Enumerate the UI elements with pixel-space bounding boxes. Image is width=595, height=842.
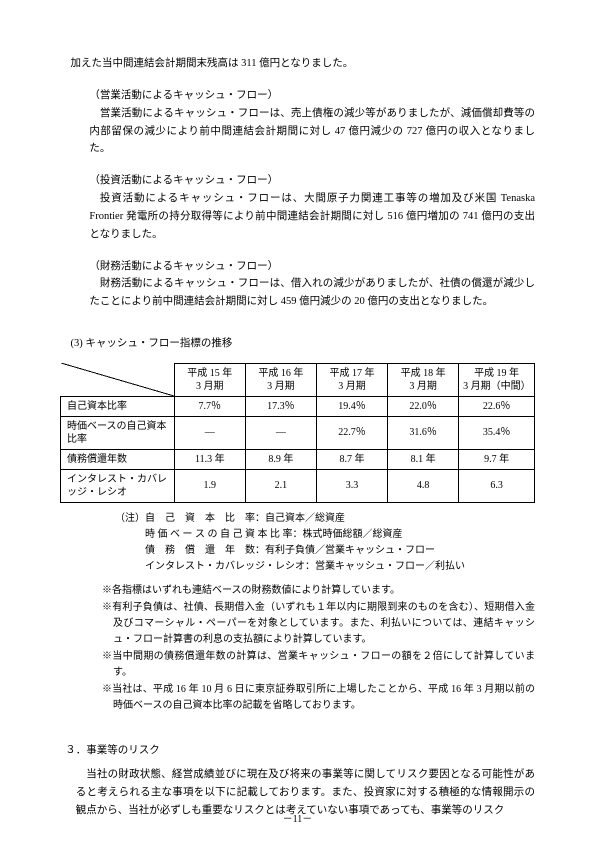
table-cell: ―	[174, 416, 245, 449]
cf-investing-body: 投資活動によるキャッシュ・フローは、大間原子力関連工事等の増加及び米国 Tena…	[89, 190, 535, 244]
table-header-row: 平成 15 年3 月期平成 16 年3 月期平成 17 年3 月期平成 18 年…	[61, 363, 535, 396]
note-value: ：営業キャッシュ・フロー／利払い	[305, 559, 465, 575]
cf-financing-body: 財務活動によるキャッシュ・フローは、借入れの減少がありましたが、社債の償還が減少…	[89, 275, 535, 311]
table-cell: 9.7 年	[459, 449, 535, 469]
table-cell: 6.3	[459, 469, 535, 502]
cf-financing-head: （財務活動によるキャッシュ・フロー）	[89, 258, 535, 276]
table-cell: 8.9 年	[245, 449, 316, 469]
cf-investing-block: （投資活動によるキャッシュ・フロー） 投資活動によるキャッシュ・フローは、大間原…	[60, 172, 535, 243]
table-cell: 7.7％	[174, 396, 245, 416]
table-cell: 3.3	[316, 469, 387, 502]
star-note: ※有利子負債は、社債、長期借入金（いずれも１年以内に期限到来のものを含む）、短期…	[102, 600, 535, 648]
cf-financing-block: （財務活動によるキャッシュ・フロー） 財務活動によるキャッシュ・フローは、借入れ…	[60, 258, 535, 312]
table-row-label: 時価ベースの自己資本比率	[61, 416, 175, 449]
star-note: ※各指標はいずれも連結ベースの財務数値により計算しています。	[102, 583, 535, 599]
note-value: ：株式時価総額／総資産	[293, 527, 403, 543]
note-label: インタレスト・カバレッジ・レシオ	[145, 559, 305, 575]
metrics-table: 平成 15 年3 月期平成 16 年3 月期平成 17 年3 月期平成 18 年…	[60, 363, 535, 503]
table-cell: 4.8	[388, 469, 459, 502]
table-cell: 2.1	[245, 469, 316, 502]
table-cell: 8.1 年	[388, 449, 459, 469]
note-value: ：自己資本／総資産	[255, 511, 345, 527]
table-section-title: (3) キャッシュ・フロー指標の推移	[60, 335, 535, 353]
table-cell: 19.4％	[316, 396, 387, 416]
table-cell: 8.7 年	[316, 449, 387, 469]
table-cell: 31.6％	[388, 416, 459, 449]
table-row-label: 債務償還年数	[61, 449, 175, 469]
table-col-header: 平成 16 年3 月期	[245, 363, 316, 396]
table-row: インタレスト・カバレッジ・レシオ1.92.13.34.86.3	[61, 469, 535, 502]
intro-paragraph: 加えた当中間連結会計期間末残高は 311 億円となりました。	[60, 55, 535, 73]
notes-header-line: （注） 自 己 資 本 比 率 ：自己資本／総資産	[115, 511, 535, 527]
table-row: 自己資本比率7.7％17.3％19.4％22.0％22.6％	[61, 396, 535, 416]
cf-investing-head: （投資活動によるキャッシュ・フロー）	[89, 172, 535, 190]
table-col-header: 平成 18 年3 月期	[388, 363, 459, 396]
table-cell: 17.3％	[245, 396, 316, 416]
star-note: ※当社は、平成 16 年 10 月 6 日に東京証券取引所に上場したことから、平…	[102, 682, 535, 714]
table-cell: 35.4％	[459, 416, 535, 449]
table-corner-cell	[61, 363, 175, 396]
notes-prefix: （注）	[115, 511, 145, 527]
table-cell: 11.3 年	[174, 449, 245, 469]
table-cell: 22.6％	[459, 396, 535, 416]
note-label: 時 価 ベ ー ス の 自 己 資 本 比 率	[145, 527, 293, 543]
star-note: ※当中間期の債務償還年数の計算は、営業キャッシュ・フローの額を２倍にして計算して…	[102, 649, 535, 681]
table-col-header: 平成 19 年3 月期（中間）	[459, 363, 535, 396]
table-row-label: インタレスト・カバレッジ・レシオ	[61, 469, 175, 502]
cf-operating-body: 営業活動によるキャッシュ・フローは、売上債権の減少等がありましたが、減価償却費等…	[89, 105, 535, 159]
note-line: 債 務 償 還 年 数 ：有利子負債／営業キャッシュ・フロー	[115, 543, 535, 559]
table-cell: 22.7％	[316, 416, 387, 449]
page-number: －11－	[0, 811, 595, 828]
cf-operating-block: （営業活動によるキャッシュ・フロー） 営業活動によるキャッシュ・フローは、売上債…	[60, 87, 535, 158]
table-cell: 1.9	[174, 469, 245, 502]
note-line: 時 価 ベ ー ス の 自 己 資 本 比 率 ：株式時価総額／総資産	[115, 527, 535, 543]
table-col-header: 平成 15 年3 月期	[174, 363, 245, 396]
cf-operating-head: （営業活動によるキャッシュ・フロー）	[89, 87, 535, 105]
table-row: 債務償還年数11.3 年8.9 年8.7 年8.1 年9.7 年	[61, 449, 535, 469]
note-label: 自 己 資 本 比 率	[145, 511, 255, 527]
table-notes: （注） 自 己 資 本 比 率 ：自己資本／総資産 時 価 ベ ー ス の 自 …	[60, 511, 535, 575]
star-notes: ※各指標はいずれも連結ベースの財務数値により計算しています。 ※有利子負債は、社…	[60, 583, 535, 714]
table-row-label: 自己資本比率	[61, 396, 175, 416]
table-cell: 22.0％	[388, 396, 459, 416]
note-label: 債 務 償 還 年 数	[145, 543, 255, 559]
note-line: インタレスト・カバレッジ・レシオ ：営業キャッシュ・フロー／利払い	[115, 559, 535, 575]
table-col-header: 平成 17 年3 月期	[316, 363, 387, 396]
table-cell: ―	[245, 416, 316, 449]
section-3-head: ３．事業等のリスク	[60, 742, 535, 760]
note-value: ：有利子負債／営業キャッシュ・フロー	[255, 543, 435, 559]
table-row: 時価ベースの自己資本比率――22.7％31.6％35.4％	[61, 416, 535, 449]
